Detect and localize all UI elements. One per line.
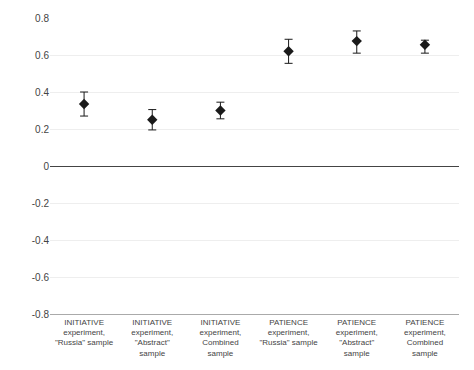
svg-text:0.4: 0.4 xyxy=(35,87,49,98)
svg-text:0.8: 0.8 xyxy=(35,13,49,24)
svg-text:0.6: 0.6 xyxy=(35,50,49,61)
svg-text:PATIENCEexperiment,"Abstract"s: PATIENCEexperiment,"Abstract"sample xyxy=(336,318,378,358)
svg-text:INITIATIVEexperiment,"Russia": INITIATIVEexperiment,"Russia" sample xyxy=(55,318,114,348)
svg-text:PATIENCEexperiment,"Russia" sa: PATIENCEexperiment,"Russia" sample xyxy=(260,318,319,348)
svg-text:0: 0 xyxy=(43,161,49,172)
svg-text:-0.2: -0.2 xyxy=(32,198,50,209)
svg-text:-0.4: -0.4 xyxy=(32,235,50,246)
svg-text:0.2: 0.2 xyxy=(35,124,49,135)
svg-text:PATIENCEexperiment,Combinedsam: PATIENCEexperiment,Combinedsample xyxy=(404,318,446,358)
svg-text:INITIATIVEexperiment,Combineds: INITIATIVEexperiment,Combinedsample xyxy=(200,318,242,358)
svg-text:INITIATIVEexperiment,"Abstract: INITIATIVEexperiment,"Abstract"sample xyxy=(131,318,173,358)
svg-text:-0.8: -0.8 xyxy=(32,309,50,320)
svg-text:-0.6: -0.6 xyxy=(32,272,50,283)
